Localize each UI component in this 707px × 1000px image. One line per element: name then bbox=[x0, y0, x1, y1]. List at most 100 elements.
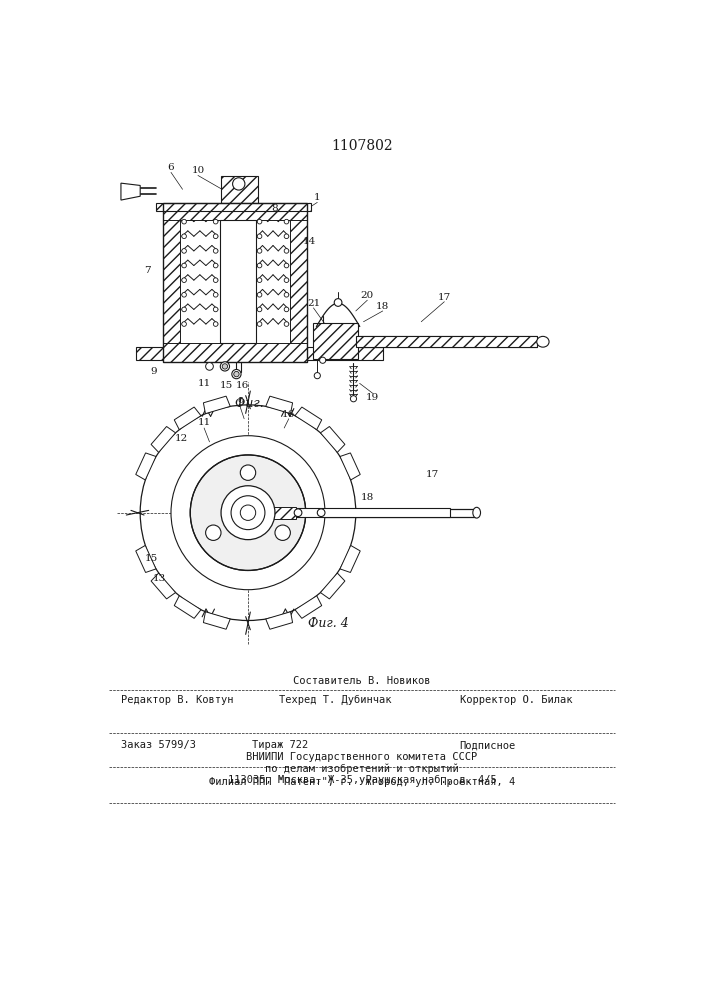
Text: Фиг. 4: Фиг. 4 bbox=[308, 617, 349, 630]
Text: 21: 21 bbox=[307, 299, 320, 308]
Circle shape bbox=[257, 292, 262, 297]
Text: 20: 20 bbox=[361, 291, 374, 300]
Circle shape bbox=[284, 307, 288, 312]
Ellipse shape bbox=[537, 336, 549, 347]
Text: 18: 18 bbox=[361, 493, 374, 502]
Bar bbox=[296, 508, 450, 517]
Text: 9: 9 bbox=[237, 398, 244, 407]
Circle shape bbox=[240, 505, 256, 520]
Circle shape bbox=[222, 364, 228, 369]
Polygon shape bbox=[291, 203, 308, 345]
Polygon shape bbox=[266, 396, 293, 414]
Circle shape bbox=[182, 278, 187, 282]
Polygon shape bbox=[221, 176, 258, 203]
Circle shape bbox=[257, 263, 262, 268]
Circle shape bbox=[284, 322, 288, 326]
Text: 13: 13 bbox=[153, 574, 166, 583]
Polygon shape bbox=[121, 183, 140, 200]
Polygon shape bbox=[313, 323, 358, 359]
Text: 15: 15 bbox=[220, 381, 233, 390]
Polygon shape bbox=[151, 426, 175, 452]
Circle shape bbox=[214, 219, 218, 224]
Circle shape bbox=[182, 307, 187, 312]
Ellipse shape bbox=[473, 507, 481, 518]
Circle shape bbox=[284, 234, 288, 239]
Circle shape bbox=[182, 234, 187, 239]
Text: Фиг. 3: Фиг. 3 bbox=[235, 397, 276, 410]
Circle shape bbox=[257, 234, 262, 239]
Circle shape bbox=[214, 292, 218, 297]
Polygon shape bbox=[136, 347, 382, 360]
Circle shape bbox=[221, 486, 275, 540]
Text: 11: 11 bbox=[197, 379, 211, 388]
Circle shape bbox=[182, 219, 187, 224]
Circle shape bbox=[284, 249, 288, 253]
Polygon shape bbox=[266, 612, 293, 629]
Circle shape bbox=[284, 219, 288, 224]
Text: по делам изобретений и открытий: по делам изобретений и открытий bbox=[265, 763, 459, 774]
Text: 1: 1 bbox=[314, 192, 320, 202]
Bar bbox=[219, 220, 256, 343]
Circle shape bbox=[334, 299, 342, 306]
Text: Заказ 5799/3: Заказ 5799/3 bbox=[121, 740, 196, 750]
Text: 10: 10 bbox=[192, 166, 204, 175]
Text: 14: 14 bbox=[303, 237, 316, 246]
Text: 9: 9 bbox=[150, 367, 156, 376]
Circle shape bbox=[182, 263, 187, 268]
Polygon shape bbox=[156, 203, 311, 211]
Polygon shape bbox=[356, 336, 537, 347]
Circle shape bbox=[257, 219, 262, 224]
Circle shape bbox=[257, 278, 262, 282]
Circle shape bbox=[257, 307, 262, 312]
Text: 19: 19 bbox=[366, 393, 380, 402]
Circle shape bbox=[317, 509, 325, 517]
Text: Подписное: Подписное bbox=[460, 740, 516, 750]
Polygon shape bbox=[174, 596, 201, 618]
Text: 1107802: 1107802 bbox=[331, 139, 393, 153]
Circle shape bbox=[231, 496, 265, 530]
Text: Техред Т. Дубинчак: Техред Т. Дубинчак bbox=[279, 695, 391, 705]
Text: Корректор О. Билак: Корректор О. Билак bbox=[460, 695, 572, 705]
Circle shape bbox=[214, 278, 218, 282]
Circle shape bbox=[171, 436, 325, 590]
Text: 17: 17 bbox=[426, 470, 440, 479]
Circle shape bbox=[206, 363, 214, 370]
Circle shape bbox=[206, 525, 221, 540]
Polygon shape bbox=[204, 396, 230, 414]
Text: Тираж 722: Тираж 722 bbox=[252, 740, 308, 750]
Circle shape bbox=[233, 178, 245, 190]
Circle shape bbox=[190, 455, 305, 570]
Text: Редактор В. Ковтун: Редактор В. Ковтун bbox=[121, 695, 233, 705]
Circle shape bbox=[214, 234, 218, 239]
Circle shape bbox=[257, 249, 262, 253]
Circle shape bbox=[257, 322, 262, 326]
Circle shape bbox=[182, 249, 187, 253]
Polygon shape bbox=[174, 407, 201, 430]
Text: 113035, Москва, Ж-35, Раушская наб., д. 4/5: 113035, Москва, Ж-35, Раушская наб., д. … bbox=[228, 775, 496, 785]
Text: 17: 17 bbox=[438, 293, 451, 302]
Circle shape bbox=[234, 371, 239, 377]
Polygon shape bbox=[340, 545, 361, 572]
Text: 11: 11 bbox=[197, 418, 211, 427]
Text: 6: 6 bbox=[168, 163, 175, 172]
Bar bbox=[265, 507, 296, 519]
Text: Филиал ППП "Патент", г. Ужгород, ул. Проектная, 4: Филиал ППП "Патент", г. Ужгород, ул. Про… bbox=[209, 777, 515, 787]
Circle shape bbox=[284, 278, 288, 282]
Circle shape bbox=[314, 373, 320, 379]
Circle shape bbox=[214, 249, 218, 253]
Text: 15: 15 bbox=[145, 554, 158, 563]
Circle shape bbox=[182, 322, 187, 326]
Circle shape bbox=[294, 509, 302, 517]
Text: 8: 8 bbox=[271, 204, 279, 213]
Text: ВНИИПИ Государственного комитета СССР: ВНИИПИ Государственного комитета СССР bbox=[246, 752, 477, 762]
Circle shape bbox=[214, 322, 218, 326]
Text: 18: 18 bbox=[376, 302, 390, 311]
Text: 16: 16 bbox=[282, 410, 296, 419]
Circle shape bbox=[214, 263, 218, 268]
Text: Составитель В. Новиков: Составитель В. Новиков bbox=[293, 676, 431, 686]
Circle shape bbox=[182, 292, 187, 297]
Circle shape bbox=[275, 525, 291, 540]
Circle shape bbox=[351, 396, 356, 402]
Circle shape bbox=[284, 263, 288, 268]
Polygon shape bbox=[320, 426, 345, 452]
